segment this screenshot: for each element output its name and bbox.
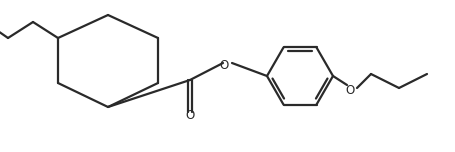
Text: O: O (185, 109, 194, 122)
Text: O: O (219, 59, 228, 72)
Text: O: O (345, 84, 354, 97)
